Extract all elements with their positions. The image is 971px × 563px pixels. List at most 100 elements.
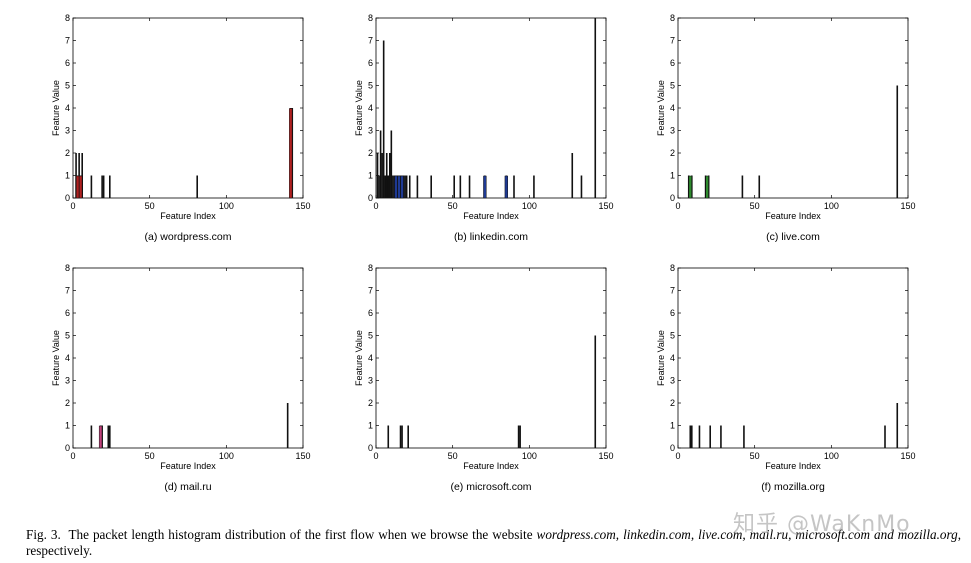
bar-colored xyxy=(400,175,404,199)
x-axis-label: Feature Index xyxy=(765,461,821,471)
y-axis-label: Feature Value xyxy=(656,80,666,136)
bar xyxy=(533,175,535,198)
plot-frame xyxy=(375,267,607,449)
bar xyxy=(399,425,402,448)
bar xyxy=(381,153,383,198)
bar xyxy=(109,425,111,448)
y-tick-label: 5 xyxy=(368,331,373,341)
bar xyxy=(75,153,77,198)
bar xyxy=(594,335,597,448)
figure-caption: Fig. 3. The packet length histogram dist… xyxy=(26,527,961,559)
bar xyxy=(81,153,83,198)
bar-colored xyxy=(504,175,508,199)
y-tick-label: 4 xyxy=(368,353,373,363)
bar xyxy=(691,425,693,448)
bar xyxy=(519,425,521,448)
y-axis-label: Feature Value xyxy=(51,80,61,136)
y-tick-label: 2 xyxy=(368,398,373,408)
y-tick-label: 3 xyxy=(670,376,675,386)
y-tick-label: 6 xyxy=(670,58,675,68)
bar xyxy=(459,175,462,198)
bar xyxy=(196,175,198,198)
bar xyxy=(387,175,390,198)
y-tick-label: 0 xyxy=(670,193,675,203)
bar xyxy=(102,175,105,198)
x-tick-label: 0 xyxy=(70,451,75,461)
bar-colored xyxy=(79,175,83,199)
y-tick-label: 4 xyxy=(65,353,70,363)
y-tick-label: 7 xyxy=(670,286,675,296)
caption-fig-label: Fig. 3. xyxy=(26,527,61,542)
y-tick-label: 7 xyxy=(368,286,373,296)
plot-frame xyxy=(72,267,304,449)
y-tick-label: 7 xyxy=(368,36,373,46)
x-tick-label: 150 xyxy=(900,451,915,461)
bar xyxy=(758,175,761,198)
subplot-caption: (f) mozilla.org xyxy=(761,481,825,493)
y-tick-label: 4 xyxy=(670,353,675,363)
bar xyxy=(720,425,722,448)
bar xyxy=(513,175,515,198)
y-tick-label: 8 xyxy=(368,13,373,23)
x-tick-label: 150 xyxy=(598,201,613,211)
bar xyxy=(384,175,386,198)
y-tick-label: 3 xyxy=(368,376,373,386)
x-tick-label: 100 xyxy=(522,451,537,461)
bar xyxy=(468,175,471,198)
chart-panel-5: 0 1 2 3 4 5 6 7 8 0 50 100 150 Feature Index Feature V… xyxy=(354,263,614,493)
plot-frame xyxy=(677,267,909,449)
subplot-caption: (b) linkedin.com xyxy=(454,231,528,243)
bar xyxy=(286,403,289,448)
bar-colored xyxy=(397,175,401,199)
x-tick-label: 0 xyxy=(373,201,378,211)
bar xyxy=(884,425,886,448)
y-tick-label: 8 xyxy=(670,13,675,23)
bar-colored xyxy=(289,108,293,199)
plot-frame xyxy=(72,17,304,199)
y-tick-label: 1 xyxy=(65,421,70,431)
y-tick-label: 6 xyxy=(670,308,675,318)
subplot-caption: (c) live.com xyxy=(766,231,820,243)
chart-panel-1: 0 1 2 3 4 5 6 7 8 0 50 100 150 Feature Index Feature V… xyxy=(51,13,311,243)
y-axis-label: Feature Value xyxy=(354,330,364,386)
bar xyxy=(430,175,432,198)
y-tick-label: 0 xyxy=(65,443,70,453)
y-tick-label: 2 xyxy=(670,398,675,408)
y-tick-label: 7 xyxy=(65,36,70,46)
x-tick-label: 100 xyxy=(824,201,839,211)
y-axis-label: Feature Value xyxy=(354,80,364,136)
x-tick-label: 150 xyxy=(295,201,310,211)
chart-panel-4: 0 1 2 3 4 5 6 7 8 0 50 100 150 Feature Index Feature V… xyxy=(51,263,311,493)
y-tick-label: 4 xyxy=(65,103,70,113)
y-tick-label: 5 xyxy=(65,331,70,341)
y-tick-label: 3 xyxy=(65,126,70,136)
x-tick-label: 50 xyxy=(750,201,760,211)
subplot-caption: (a) wordpress.com xyxy=(145,231,232,243)
x-tick-label: 50 xyxy=(448,451,458,461)
bar xyxy=(407,425,409,448)
y-tick-label: 8 xyxy=(368,263,373,273)
x-axis-label: Feature Index xyxy=(463,461,519,471)
bar xyxy=(689,425,692,448)
y-axis-label: Feature Value xyxy=(51,330,61,386)
bar xyxy=(896,403,899,448)
bar-colored xyxy=(394,175,398,199)
caption-last-site: mozilla.org xyxy=(897,527,958,542)
x-tick-label: 100 xyxy=(219,451,234,461)
bar xyxy=(387,425,390,448)
y-tick-label: 5 xyxy=(65,81,70,91)
x-tick-label: 100 xyxy=(824,451,839,461)
bar xyxy=(382,40,385,198)
bar-colored xyxy=(75,175,80,199)
bar xyxy=(517,425,520,448)
bar-colored xyxy=(98,425,103,449)
y-tick-label: 7 xyxy=(65,286,70,296)
y-tick-label: 1 xyxy=(670,171,675,181)
bar xyxy=(379,130,382,198)
bar xyxy=(90,425,93,448)
bar xyxy=(594,18,597,198)
y-tick-label: 1 xyxy=(670,421,675,431)
bar xyxy=(896,85,899,198)
bar xyxy=(101,175,103,198)
y-tick-label: 7 xyxy=(670,36,675,46)
